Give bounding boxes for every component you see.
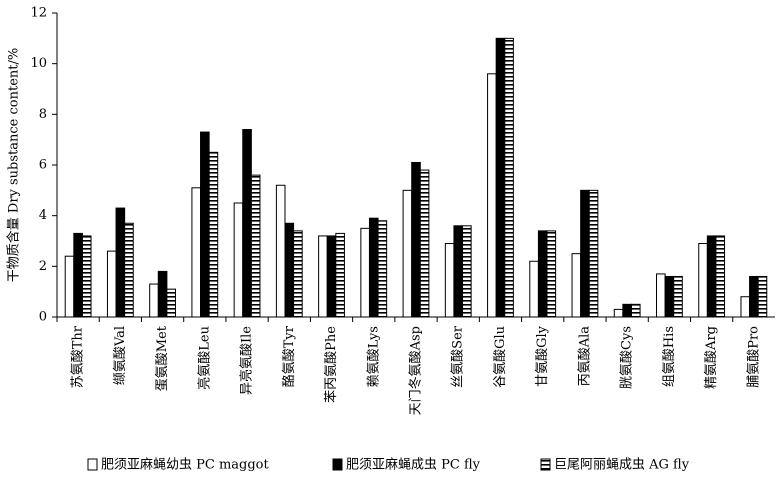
bar: [233, 202, 244, 318]
y-tick-label: 2: [39, 259, 47, 274]
bar: [250, 174, 261, 318]
y-tick-label: 0: [39, 310, 47, 325]
bar: [630, 303, 641, 318]
bar: [419, 169, 430, 318]
bar: [293, 230, 303, 318]
y-tick-label: 8: [39, 107, 47, 122]
bar: [402, 189, 413, 318]
x-tick-label: 蛋氨酸Met: [155, 325, 170, 391]
bar: [326, 235, 337, 318]
legend-label: 巨尾阿丽蝇成虫 AG fly: [554, 458, 690, 473]
bar: [453, 225, 464, 318]
x-tick-label: 谷氨酸Glu: [493, 326, 508, 388]
x-tick-label: 苯丙氨酸Phe: [324, 326, 339, 403]
y-axis-label: 干物质含量 Dry substance content/%: [6, 48, 22, 282]
bar: [529, 260, 539, 318]
bar: [537, 230, 548, 318]
legend-label: 肥须亚麻蝇成虫 PC fly: [346, 458, 481, 473]
bar: [462, 225, 472, 318]
bar: [622, 303, 632, 318]
x-tick-label: 脯氨酸Pro: [746, 326, 761, 388]
bar: [368, 217, 379, 318]
bar: [275, 184, 286, 318]
bar: [740, 296, 751, 318]
y-tick-label: 6: [39, 158, 47, 173]
x-tick-label: 异亮氨酸Ile: [239, 326, 255, 395]
x-tick-label: 丝氨酸Ser: [451, 325, 466, 388]
x-tick-label: 亮氨酸Leu: [196, 326, 212, 390]
bar: [411, 161, 421, 318]
bar: [504, 37, 514, 318]
bar: [546, 230, 557, 318]
legend-label: 肥须亚麻蝇幼虫 PC maggot: [101, 458, 270, 473]
bar: [191, 187, 202, 318]
bar: [487, 73, 497, 318]
bar: [335, 232, 345, 318]
bar: [157, 270, 168, 318]
bar: [656, 273, 666, 318]
bar: [571, 253, 582, 318]
bar: [242, 129, 252, 318]
bar: [124, 222, 134, 318]
bar: [115, 207, 126, 318]
bar: [360, 227, 370, 318]
x-tick-label: 丙氨酸Ala: [577, 326, 592, 387]
bar: [749, 275, 759, 318]
x-tick-label: 赖氨酸Lys: [366, 326, 381, 387]
bar: [588, 189, 599, 318]
bar: [757, 275, 768, 318]
x-tick-label: 组氨酸His: [662, 326, 677, 387]
bar: [149, 283, 159, 318]
bar: [664, 275, 675, 318]
bar: [613, 308, 624, 318]
legend-swatch: [540, 458, 551, 471]
bar: [106, 250, 117, 318]
y-tick-label: 10: [30, 56, 47, 71]
bar: [673, 275, 683, 318]
legend-swatch: [332, 458, 343, 471]
legend-swatch: [87, 458, 98, 471]
bar: [444, 243, 455, 318]
x-tick-label: 苏氨酸Thr: [70, 325, 86, 388]
bar: [715, 235, 726, 318]
bar: [208, 151, 219, 318]
x-tick-label: 酪氨酸Tyr: [281, 325, 297, 387]
bar: [706, 235, 717, 318]
x-tick-label: 胱氨酸Cys: [620, 326, 635, 389]
bar: [166, 288, 176, 318]
x-tick-label: 甘氨酸Gly: [535, 325, 550, 387]
x-tick-label: 精氨酸Arg: [704, 326, 719, 389]
x-tick-label: 天门冬氨酸Asp: [408, 326, 424, 415]
bar: [377, 220, 388, 318]
bar: [73, 232, 83, 318]
y-tick-label: 12: [30, 6, 47, 21]
bar: [495, 37, 506, 318]
bar: [200, 131, 210, 318]
x-tick-label: 缬氨酸Val: [113, 326, 128, 385]
bar: [81, 235, 92, 318]
y-tick-label: 4: [39, 208, 47, 223]
bar: [580, 189, 590, 318]
bar: [318, 235, 328, 318]
bar: [284, 222, 295, 318]
bar: [64, 255, 75, 318]
bar: [698, 243, 708, 318]
